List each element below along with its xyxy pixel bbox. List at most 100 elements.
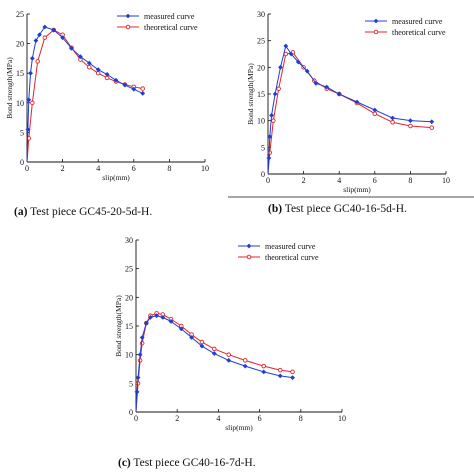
measured-data-point bbox=[37, 32, 42, 38]
measured-data-point bbox=[226, 357, 232, 363]
measured-data-point bbox=[324, 84, 330, 90]
legend-marker-measured bbox=[246, 243, 252, 249]
y-tick-label: 15 bbox=[16, 69, 24, 78]
legend-label-measured: measured curve bbox=[144, 12, 195, 21]
panel-caption-text: Test piece GC40-16-7d-H. bbox=[131, 457, 256, 469]
x-tick-label: 2 bbox=[302, 176, 306, 185]
measured-data-point bbox=[137, 352, 143, 358]
theoretical-data-point bbox=[276, 86, 281, 91]
y-tick-label: 10 bbox=[16, 99, 24, 108]
x-tick-label: 10 bbox=[201, 164, 209, 173]
measured-data-point bbox=[42, 24, 48, 30]
measured-curve-line bbox=[267, 44, 432, 175]
panel-caption: (a) Test piece GC45-20-5d-H. bbox=[14, 206, 152, 218]
measured-data-point bbox=[51, 27, 57, 33]
measured-data-point bbox=[154, 313, 160, 319]
y-tick-label: 30 bbox=[125, 236, 133, 245]
y-axis-label: Bond strength(MPa) bbox=[114, 295, 123, 357]
measured-data-point bbox=[267, 134, 273, 140]
theoretical-data-point bbox=[261, 363, 266, 369]
y-tick-label: 20 bbox=[16, 40, 24, 49]
panel-caption-letter: (c) bbox=[118, 457, 131, 469]
panel-caption-letter: (b) bbox=[268, 203, 282, 215]
theoretical-data-point bbox=[277, 367, 283, 373]
measured-data-point bbox=[283, 43, 289, 49]
theoretical-data-point bbox=[242, 358, 248, 363]
measured-data-point bbox=[372, 107, 378, 113]
measured-data-point bbox=[69, 45, 74, 51]
panel-caption-text: Test piece GC45-20-5d-H. bbox=[27, 206, 152, 218]
measured-data-point bbox=[122, 82, 128, 88]
measured-data-point bbox=[277, 373, 283, 379]
theoretical-data-point bbox=[140, 86, 145, 91]
measured-data-point bbox=[77, 54, 83, 60]
x-tick-label: 6 bbox=[132, 164, 136, 173]
chart-legend: measured curve theoretical curve bbox=[238, 242, 319, 262]
x-axis-label: slip(mm) bbox=[225, 423, 253, 432]
y-tick-label: 5 bbox=[129, 379, 133, 388]
y-tick-label: 15 bbox=[257, 90, 265, 99]
theoretical-data-point bbox=[390, 120, 395, 125]
chart-legend: measured curve theoretical curve bbox=[365, 17, 446, 37]
x-tick-label: 6 bbox=[258, 414, 262, 423]
measured-data-point bbox=[95, 67, 101, 73]
measured-data-point bbox=[33, 38, 39, 44]
theoretical-data-point bbox=[372, 111, 378, 116]
x-tick-label: 0 bbox=[266, 176, 270, 185]
measured-data-point bbox=[134, 389, 140, 395]
y-tick-label: 5 bbox=[261, 143, 265, 152]
legend-label-theoretical: theoretical curve bbox=[392, 28, 446, 37]
x-tick-label: 0 bbox=[25, 164, 29, 173]
measured-data-point bbox=[336, 91, 342, 97]
measured-data-point bbox=[140, 90, 146, 96]
theoretical-curve-line bbox=[267, 51, 432, 175]
legend-marker-theoretical bbox=[246, 254, 252, 260]
measured-data-point bbox=[266, 155, 272, 161]
x-tick-label: 4 bbox=[96, 164, 100, 173]
measured-data-point bbox=[113, 77, 119, 83]
theoretical-curve-line bbox=[26, 29, 143, 163]
legend-label-theoretical: theoretical curve bbox=[265, 253, 319, 262]
chart-panel-c: 0 2 4 6 8 10 0 5 10 15 20 25 30 slip(mm) Bond strength… bbox=[114, 236, 346, 469]
x-tick-label: 10 bbox=[338, 414, 346, 423]
y-tick-label: 0 bbox=[261, 170, 265, 179]
x-tick-label: 4 bbox=[216, 414, 220, 423]
panel-caption: (c) Test piece GC40-16-7d-H. bbox=[118, 457, 256, 469]
x-tick-label: 2 bbox=[175, 414, 179, 423]
theoretical-data-point bbox=[271, 118, 276, 123]
measured-curve-line bbox=[26, 26, 143, 163]
measured-curve-line bbox=[135, 315, 293, 413]
theoretical-data-point bbox=[35, 59, 40, 64]
measured-data-point bbox=[354, 99, 360, 105]
x-tick-label: 8 bbox=[408, 176, 412, 185]
measured-data-point bbox=[269, 112, 274, 118]
panel-caption-letter: (a) bbox=[14, 206, 28, 218]
y-tick-label: 25 bbox=[16, 10, 24, 19]
y-tick-label: 25 bbox=[257, 37, 265, 46]
x-tick-label: 4 bbox=[337, 176, 341, 185]
theoretical-data-point bbox=[30, 100, 35, 106]
y-tick-label: 25 bbox=[125, 265, 133, 274]
y-axis-label: Bond strength(MPa) bbox=[246, 63, 255, 125]
theoretical-data-point bbox=[42, 35, 48, 40]
measured-data-point bbox=[29, 55, 35, 61]
x-tick-label: 6 bbox=[373, 176, 377, 185]
measured-data-point bbox=[390, 115, 396, 121]
legend-marker-theoretical bbox=[373, 29, 379, 35]
y-tick-label: 0 bbox=[129, 408, 133, 417]
theoretical-data-point bbox=[226, 352, 231, 357]
y-tick-label: 30 bbox=[257, 10, 265, 19]
x-tick-label: 10 bbox=[442, 176, 450, 185]
measured-data-point bbox=[178, 326, 184, 332]
measured-data-point bbox=[104, 71, 110, 77]
measured-data-point bbox=[160, 314, 166, 320]
y-axis-label: Bond strength(MPa) bbox=[5, 57, 14, 119]
measured-data-point bbox=[211, 351, 217, 356]
theoretical-data-point bbox=[87, 65, 92, 70]
y-tick-label: 20 bbox=[257, 63, 265, 72]
measured-data-point bbox=[290, 375, 295, 381]
measured-data-point bbox=[168, 319, 174, 324]
theoretical-data-point bbox=[408, 123, 413, 129]
